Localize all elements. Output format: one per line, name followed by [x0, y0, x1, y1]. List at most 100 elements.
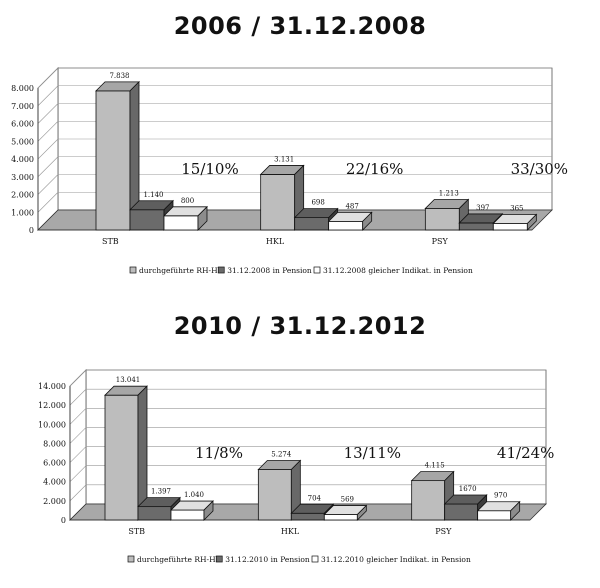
- bar: [129, 209, 165, 231]
- y-tick-label: 0: [61, 516, 66, 525]
- category-label: STB: [128, 527, 145, 536]
- bar-side: [510, 500, 521, 521]
- y-tick-label: 4.000: [43, 478, 66, 487]
- bar-side: [203, 500, 214, 521]
- grid-line: [69, 484, 87, 502]
- legend-swatch: [129, 266, 137, 274]
- grid-line: [37, 192, 59, 213]
- grid-line: [37, 121, 59, 142]
- chart-1-title: 2006 / 31.12.2008: [173, 12, 427, 40]
- side-wall: [69, 369, 87, 521]
- bar: [257, 469, 292, 521]
- value-label: 487: [345, 202, 358, 210]
- legend-swatch: [311, 555, 319, 563]
- bar: [458, 222, 494, 231]
- legend-label: 31.12.2010 gleicher Indikat. in Pension: [321, 555, 471, 564]
- grid-line: [69, 388, 87, 406]
- percent-annotation: 11/8%: [195, 444, 243, 462]
- y-tick-label: 10.000: [38, 420, 66, 429]
- value-label: 13.041: [116, 376, 141, 384]
- category-label: STB: [102, 237, 119, 246]
- bar: [104, 394, 139, 521]
- y-tick-label: 12.000: [38, 401, 66, 410]
- bar: [95, 90, 131, 231]
- y-tick-label: 6.000: [11, 120, 34, 129]
- percent-annotation: 22/16%: [346, 160, 403, 178]
- y-tick-label: 5.000: [11, 137, 34, 146]
- bar-side: [362, 211, 373, 231]
- bar: [170, 509, 205, 521]
- grid-line: [69, 408, 87, 425]
- value-label: 1670: [459, 485, 477, 493]
- legend-label: durchgeführte RH-HV: [137, 555, 222, 564]
- bar: [290, 512, 325, 521]
- bar: [294, 217, 330, 231]
- y-tick-label: 1.000: [11, 208, 34, 217]
- y-tick-label: 2.000: [43, 497, 66, 506]
- legend-swatch: [217, 266, 225, 274]
- percent-annotation: 15/10%: [181, 160, 238, 178]
- bar: [411, 480, 446, 521]
- category-label: HKL: [266, 237, 285, 246]
- bar: [163, 215, 199, 231]
- value-label: 397: [476, 204, 489, 212]
- legend-swatch: [127, 555, 135, 563]
- bar: [260, 174, 296, 231]
- value-label: 1.140: [143, 191, 163, 199]
- grid-line: [69, 369, 87, 387]
- bar: [323, 514, 358, 521]
- value-label: 1.397: [151, 488, 171, 496]
- bar: [424, 208, 460, 231]
- back-wall: [85, 369, 547, 505]
- percent-annotation: 13/11%: [344, 444, 401, 462]
- grid-line: [37, 67, 59, 89]
- grid-line: [69, 446, 87, 463]
- grid-line: [69, 465, 87, 482]
- grid-line: [69, 427, 87, 444]
- value-label: 1.213: [439, 189, 459, 197]
- bar: [477, 510, 512, 521]
- grid-line: [37, 138, 59, 160]
- value-label: 365: [510, 205, 523, 213]
- legend-swatch: [215, 555, 223, 563]
- y-tick-label: 6.000: [43, 459, 66, 468]
- legend-swatch: [313, 266, 321, 274]
- legend-label: 31.12.2008 gleicher Indikat. in Pension: [323, 266, 473, 275]
- chart-2-title: 2010 / 31.12.2012: [173, 312, 427, 340]
- legend-label: 31.12.2008 in Pension: [227, 266, 312, 275]
- y-tick-label: 7.000: [11, 102, 34, 111]
- bar: [444, 503, 479, 521]
- bar: [328, 220, 364, 231]
- y-tick-label: 14.000: [38, 382, 66, 391]
- value-label: 4.115: [425, 462, 445, 470]
- grid-line: [37, 156, 59, 177]
- bar-side: [356, 504, 367, 521]
- y-tick-label: 2.000: [11, 191, 34, 200]
- grid-line: [37, 85, 59, 106]
- percent-annotation: 41/24%: [497, 444, 554, 462]
- legend-label: 31.12.2010 in Pension: [225, 555, 310, 564]
- percent-annotation: 33/30%: [511, 160, 568, 178]
- value-label: 698: [311, 199, 324, 207]
- category-label: PSY: [435, 527, 452, 536]
- y-tick-label: 4.000: [11, 155, 34, 164]
- bar: [137, 506, 172, 521]
- bar-side: [197, 205, 208, 231]
- legend-label: durchgeführte RH-HV: [139, 266, 224, 275]
- chart-1: 0 1.000 2.000 3.000 4.000 5.000 6.000 7.000 8.00…: [11, 67, 568, 275]
- value-label: 800: [181, 197, 194, 205]
- value-label: 970: [494, 492, 507, 500]
- y-tick-label: 8.000: [11, 84, 34, 93]
- grid-line: [37, 103, 59, 124]
- category-label: HKL: [281, 527, 300, 536]
- y-tick-label: 8.000: [43, 439, 66, 448]
- value-label: 1.040: [184, 491, 204, 499]
- value-label: 704: [308, 494, 322, 502]
- value-label: 7.838: [109, 72, 129, 80]
- value-label: 569: [341, 496, 354, 504]
- bar: [492, 223, 528, 231]
- category-label: PSY: [432, 237, 449, 246]
- grid-line: [37, 174, 59, 195]
- y-tick-label: 3.000: [11, 173, 34, 182]
- value-label: 3.131: [274, 155, 294, 163]
